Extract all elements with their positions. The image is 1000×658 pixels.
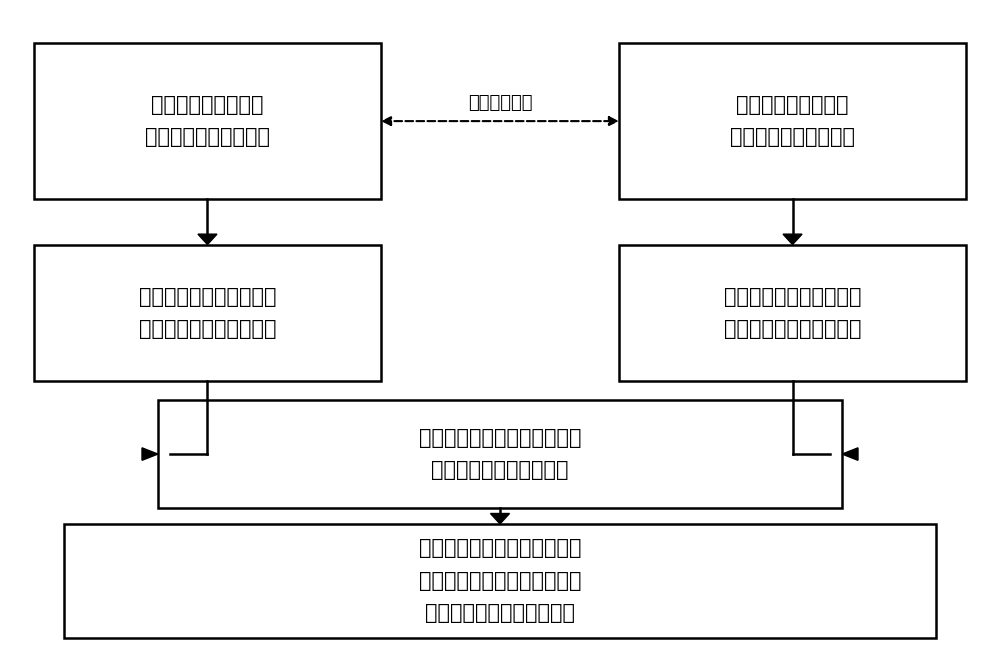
Bar	[619, 43, 966, 199]
Text: 采集运行时变压器的: 采集运行时变压器的	[151, 95, 264, 115]
Polygon shape	[783, 234, 802, 245]
Polygon shape	[490, 513, 510, 524]
Text: 函数的幅频特性相关系数: 函数的幅频特性相关系数	[431, 461, 569, 480]
Polygon shape	[142, 448, 158, 461]
Text: 根据噪声信号和电流信号: 根据噪声信号和电流信号	[724, 286, 861, 307]
Text: 诊断规则表进行匹配，输出匹: 诊断规则表进行匹配，输出匹	[419, 570, 581, 591]
Bar	[64, 524, 936, 638]
Text: 采集运行时变压器的: 采集运行时变压器的	[736, 95, 849, 115]
Text: 根据噪声信号和电流信号: 根据噪声信号和电流信号	[139, 286, 276, 307]
Text: 配的绕组机械状态诊断结果: 配的绕组机械状态诊断结果	[425, 603, 575, 623]
Bar	[34, 43, 381, 199]
Bar	[158, 401, 842, 508]
Text: 不同运行时间: 不同运行时间	[468, 94, 532, 112]
Text: 计算两次不同运行时间的传递: 计算两次不同运行时间的传递	[419, 428, 581, 448]
Text: 噪声信号以及电流信号: 噪声信号以及电流信号	[145, 128, 270, 147]
Text: 的自功率谱计算传递函数: 的自功率谱计算传递函数	[139, 319, 276, 339]
Text: 将幅频特性相关系数和预设的: 将幅频特性相关系数和预设的	[419, 538, 581, 558]
Bar	[619, 245, 966, 381]
Text: 噪声信号以及电流信号: 噪声信号以及电流信号	[730, 128, 855, 147]
Bar	[34, 245, 381, 381]
Polygon shape	[198, 234, 217, 245]
Text: 的自功率谱计算传递函数: 的自功率谱计算传递函数	[724, 319, 861, 339]
Polygon shape	[842, 448, 858, 461]
